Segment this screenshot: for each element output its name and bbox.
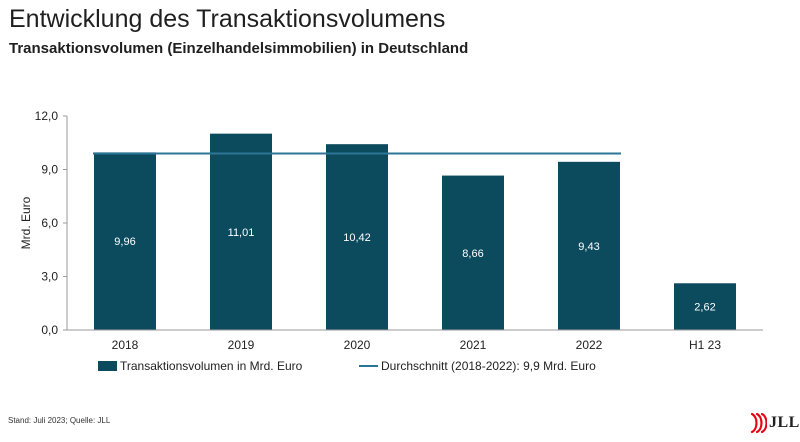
bar-value-label: 11,01 — [228, 227, 255, 239]
jll-logo: JLL — [749, 411, 800, 435]
bar-value-label: 2,62 — [694, 302, 715, 314]
x-tick-label: 2018 — [112, 338, 139, 352]
x-tick-label: 2022 — [576, 338, 603, 352]
y-tick-label: 3,0 — [41, 270, 58, 284]
bar — [558, 161, 620, 330]
legend-swatch-bar — [98, 361, 117, 371]
bar — [94, 152, 156, 330]
x-tick-label: 2021 — [460, 338, 487, 352]
bar-value-label: 9,96 — [114, 236, 135, 248]
y-tick-label: 9,0 — [41, 163, 58, 177]
bar — [210, 133, 272, 330]
y-tick-label: 12,0 — [35, 109, 59, 123]
jll-logo-text: JLL — [769, 414, 800, 431]
bar-value-label: 9,43 — [578, 241, 599, 253]
bar-value-label: 8,66 — [462, 248, 483, 260]
x-tick-label: 2019 — [228, 338, 255, 352]
page-title: Entwicklung des Transaktionsvolumens — [9, 5, 446, 33]
x-tick-label: 2020 — [344, 338, 371, 352]
bar — [674, 283, 736, 330]
y-axis-label: Mrd. Euro — [19, 196, 33, 249]
page-subtitle: Transaktionsvolumen (Einzelhandelsimmobi… — [9, 40, 469, 57]
bar-chart: 0,0 3,0 6,0 9,0 12,0 Mrd. Euro 9,96 11,01 10,42 8… — [19, 109, 763, 373]
legend-label-line: Durchschnitt (2018-2022): 9,9 Mrd. Euro — [381, 359, 596, 373]
jll-logo-icon — [750, 412, 767, 434]
bar — [442, 175, 504, 330]
source-note: Stand: Juli 2023; Quelle: JLL — [8, 416, 111, 425]
bar — [326, 144, 388, 330]
y-tick-label: 0,0 — [41, 323, 58, 337]
legend-label-bar: Transaktionsvolumen in Mrd. Euro — [120, 359, 303, 373]
y-tick-label: 6,0 — [41, 216, 58, 230]
x-tick-label: H1 23 — [689, 338, 721, 352]
bar-value-label: 10,42 — [343, 232, 371, 244]
